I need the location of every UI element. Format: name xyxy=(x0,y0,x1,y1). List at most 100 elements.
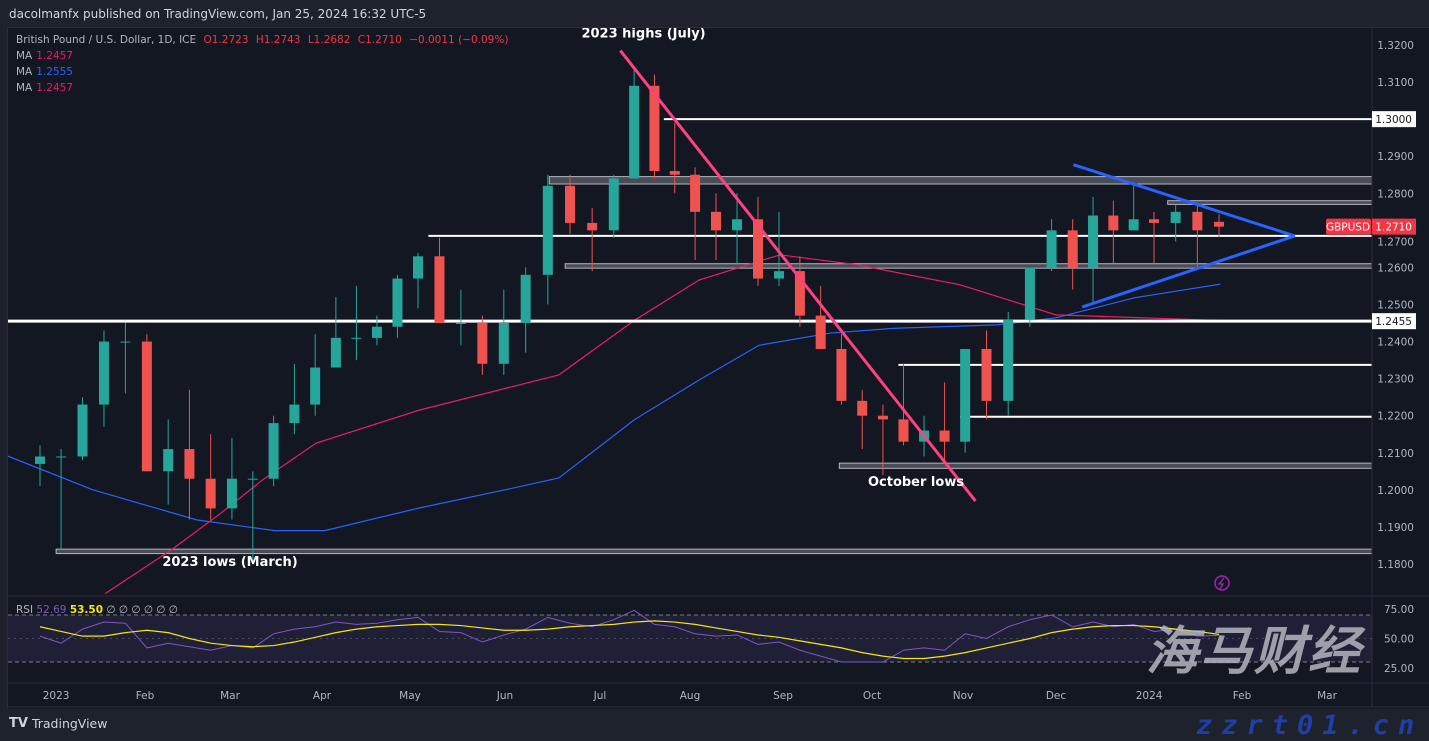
time-tick-label: Dec xyxy=(1046,690,1067,702)
candle xyxy=(836,334,847,405)
price-level-tag[interactable] xyxy=(1372,313,1416,330)
annotation-label[interactable]: 2023 lows (March) xyxy=(162,555,297,570)
candle xyxy=(330,297,341,368)
rsi-ma-line xyxy=(39,620,1220,660)
price-level-tag-label: 1.3000 xyxy=(1375,114,1412,126)
symbol-name[interactable]: British Pound / U.S. Dollar, 1D, ICE xyxy=(16,34,197,46)
candle xyxy=(455,289,466,346)
candle-body xyxy=(1067,230,1078,268)
price-tick-label: 1.1900 xyxy=(1377,522,1414,534)
tradingview-brand: TradingView xyxy=(31,716,108,731)
candle-body xyxy=(98,341,109,405)
ma-legend-2[interactable]: MA 1.2555 xyxy=(16,64,512,80)
price-tick-label: 1.2800 xyxy=(1377,188,1414,200)
candle-body xyxy=(247,478,258,480)
candle xyxy=(898,363,909,446)
ma-legend-3[interactable]: MA 1.2457 xyxy=(16,80,512,96)
candle xyxy=(877,404,888,476)
trendline[interactable] xyxy=(619,49,977,502)
price-tick-label: 1.2500 xyxy=(1377,299,1414,311)
candle-body xyxy=(289,404,300,424)
price-level-tag[interactable] xyxy=(1372,111,1416,128)
price-tick-label: 1.2300 xyxy=(1377,374,1414,386)
annotation-label[interactable]: 2023 highs (July) xyxy=(581,27,705,42)
time-tick-label: May xyxy=(399,690,421,702)
candle xyxy=(392,274,403,338)
candle-body xyxy=(1003,319,1014,401)
candle xyxy=(1170,204,1181,242)
candle xyxy=(1149,211,1159,264)
watermark-chinese: 海马财经 xyxy=(1146,622,1363,682)
candle-body xyxy=(939,430,950,442)
candle xyxy=(310,334,321,416)
support-resistance-zone[interactable] xyxy=(548,176,1372,185)
rsi-ma-value: 53.50 xyxy=(69,604,104,616)
ma-legend-1[interactable]: MA 1.2457 xyxy=(16,48,512,64)
rsi-tick-label: 50.00 xyxy=(1384,634,1414,646)
candle xyxy=(711,193,721,261)
price-tick-label: 1.2700 xyxy=(1377,237,1414,249)
candle-body xyxy=(226,478,237,509)
rsi-tick-label: 75.00 xyxy=(1384,604,1414,616)
candle-body xyxy=(608,178,619,231)
rsi-empty-values: ∅ ∅ ∅ ∅ ∅ ∅ xyxy=(106,604,178,616)
open-value: O1.2723 xyxy=(203,34,249,46)
candle-body xyxy=(981,348,992,401)
candle-body xyxy=(184,449,195,479)
annotation-label[interactable]: October lows xyxy=(868,475,964,490)
trendline[interactable] xyxy=(1072,163,1296,238)
candle-body xyxy=(413,256,423,279)
price-pane[interactable]: 2023 highs (July) October lows 2023 lows (… xyxy=(5,27,1372,595)
candle-body xyxy=(542,185,553,275)
candle xyxy=(1046,219,1057,272)
rsi-value: 52.69 xyxy=(36,604,67,616)
candle-body xyxy=(520,274,531,324)
chart-panel[interactable] xyxy=(7,27,1429,709)
time-tick-label: Apr xyxy=(313,690,332,702)
candle xyxy=(77,397,88,461)
candle xyxy=(981,330,992,420)
candle xyxy=(1192,204,1203,268)
trendline[interactable] xyxy=(1081,234,1296,309)
candle-body xyxy=(498,323,509,364)
candle-body xyxy=(1170,211,1181,223)
candle-body xyxy=(732,219,742,231)
candle xyxy=(1088,196,1099,305)
support-resistance-zone[interactable] xyxy=(55,548,1372,555)
candle-body xyxy=(77,404,88,457)
lightning-bolt-icon xyxy=(1217,577,1225,590)
candle-body xyxy=(35,456,45,464)
candle xyxy=(1024,267,1035,327)
candle-body xyxy=(898,419,909,442)
time-tick-label: Jul xyxy=(593,690,607,702)
candle-body xyxy=(774,271,784,279)
ma-value: 1.2457 xyxy=(36,50,73,62)
time-tick-label: Sep xyxy=(773,690,793,702)
candle xyxy=(1214,214,1225,238)
candle-body xyxy=(1024,267,1035,320)
candle-body xyxy=(1088,215,1099,268)
candle xyxy=(184,389,195,520)
candle-body xyxy=(1046,230,1057,268)
symbol-tag[interactable] xyxy=(1326,218,1371,235)
candle xyxy=(205,434,216,520)
price-tick-label: 1.2900 xyxy=(1377,151,1414,163)
lightning-icon[interactable] xyxy=(1214,575,1230,591)
candle-body xyxy=(1128,219,1139,231)
candle-body xyxy=(477,323,488,364)
support-resistance-zone[interactable] xyxy=(564,263,1372,269)
candle-body xyxy=(351,337,362,339)
low-value: L1.2682 xyxy=(307,34,351,46)
last-price-tag[interactable] xyxy=(1372,218,1416,235)
candle xyxy=(857,389,868,450)
rsi-legend[interactable]: RSI 52.69 53.50 ∅ ∅ ∅ ∅ ∅ ∅ xyxy=(16,604,178,616)
support-resistance-zone[interactable] xyxy=(838,462,1372,469)
candle xyxy=(815,285,826,349)
candle-body xyxy=(960,348,971,442)
candle xyxy=(690,167,701,261)
candle xyxy=(98,330,109,427)
candle-body xyxy=(455,323,466,325)
symbol-tag-label: GBPUSD xyxy=(1326,222,1370,234)
tradingview-logo[interactable]: 𝗧𝗩 TradingView xyxy=(9,716,107,731)
